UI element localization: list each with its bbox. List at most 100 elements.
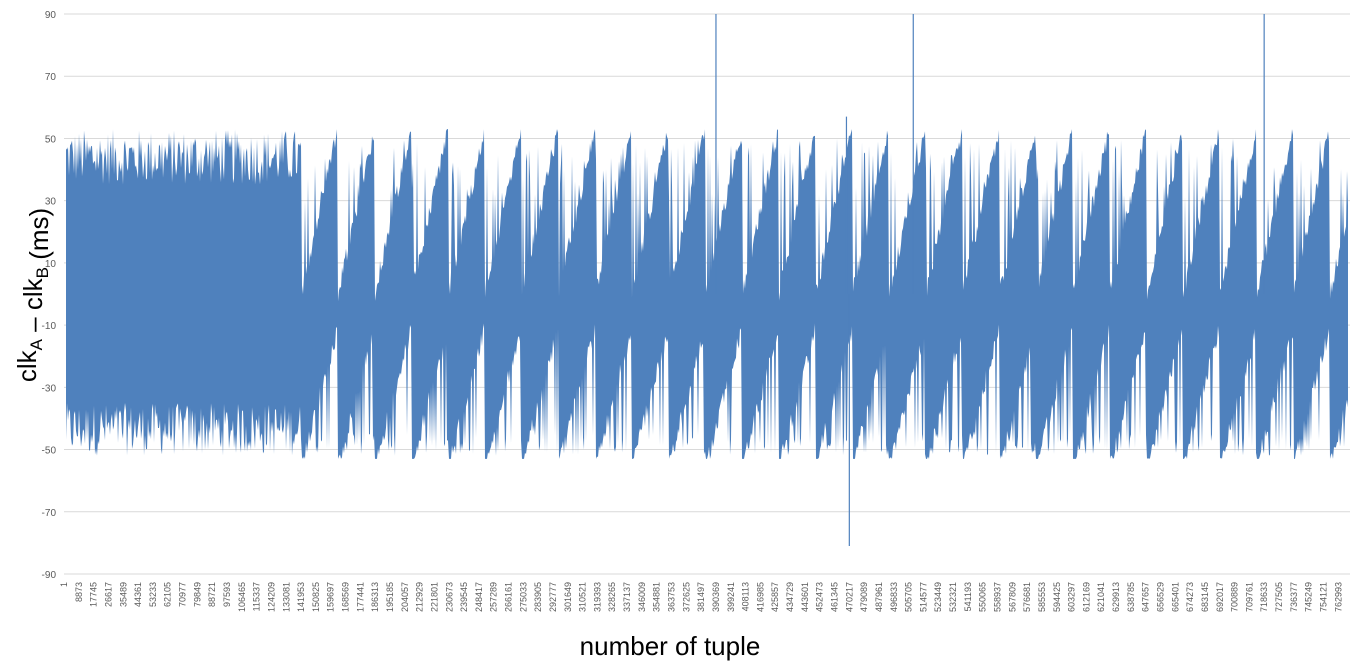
x-tick-label: 585553 — [1037, 582, 1047, 612]
x-tick-label: 221801 — [429, 582, 439, 612]
y-axis-title-subscript: B — [33, 267, 52, 278]
y-tick-label: -30 — [42, 383, 57, 394]
x-tick-label: 17745 — [89, 582, 99, 607]
x-tick-label: 718633 — [1259, 582, 1269, 612]
series-layer — [66, 14, 1348, 546]
x-tick-label: 550065 — [978, 582, 988, 612]
x-tick-label: 310521 — [578, 582, 588, 612]
x-tick-label: 736377 — [1289, 582, 1299, 612]
x-tick-label: 674273 — [1185, 582, 1195, 612]
y-axis-title: clkA – clkB (ms) — [12, 208, 54, 382]
x-tick-label: 195185 — [385, 582, 395, 612]
x-tick-label: 150825 — [311, 582, 321, 612]
x-tick-label: 363753 — [667, 582, 677, 612]
x-tick-label: 346009 — [637, 582, 647, 612]
x-tick-label: 230673 — [444, 582, 454, 612]
x-tick-label: 168569 — [341, 582, 351, 612]
x-tick-label: 44361 — [133, 582, 143, 607]
x-tick-label: 461345 — [830, 582, 840, 612]
y-tick-label: 50 — [45, 134, 57, 145]
y-axis-title-part: (ms) — [24, 208, 54, 267]
spikes — [715, 14, 1265, 546]
x-tick-label: 70977 — [178, 582, 188, 607]
x-tick-label: 408113 — [741, 582, 751, 611]
y-tick-label: 90 — [45, 10, 57, 21]
x-tick-label: 177441 — [355, 582, 365, 612]
x-tick-label: 425857 — [770, 582, 780, 612]
x-tick-label: 124209 — [266, 582, 276, 612]
x-tick-label: 115337 — [252, 582, 262, 611]
x-tick-label: 35489 — [118, 582, 128, 607]
y-axis-title-subscript: A — [27, 338, 46, 350]
x-tick-label: 505705 — [904, 582, 914, 612]
x-tick-label: 97593 — [222, 582, 232, 607]
x-tick-label: 248417 — [474, 582, 484, 612]
x-tick-label: 204057 — [400, 582, 410, 612]
x-tick-label: 354881 — [652, 582, 662, 612]
x-tick-label: 443601 — [800, 582, 810, 612]
y-tick-labels: -90 -70 -50 -30 -10 10 30 50 70 90 — [42, 10, 57, 581]
y-tick-label: -50 — [42, 446, 57, 457]
x-tick-label: 133081 — [281, 582, 291, 612]
x-tick-label: 541193 — [963, 582, 973, 611]
y-tick-label: -90 — [42, 570, 57, 581]
x-tick-label: 452473 — [815, 582, 825, 612]
x-tick-labels: 1 8873 17745 26617 35489 44361 53233 62105 70977… — [59, 582, 1343, 612]
y-tick-label: 70 — [45, 72, 57, 83]
x-tick-label: 186313 — [370, 582, 380, 612]
x-tick-label: 567809 — [1007, 582, 1017, 612]
x-tick-label: 79849 — [192, 582, 202, 607]
x-tick-label: 514577 — [918, 582, 928, 612]
x-tick-label: 53233 — [148, 582, 158, 607]
x-tick-label: 328265 — [607, 582, 617, 612]
x-tick-label: 612169 — [1081, 582, 1091, 612]
x-tick-label: 479089 — [859, 582, 869, 612]
x-tick-label: 754121 — [1318, 582, 1328, 612]
x-tick-label: 283905 — [533, 582, 543, 612]
x-tick-label: 683145 — [1200, 582, 1210, 612]
x-tick-label: 372625 — [681, 582, 691, 612]
x-tick-label: 381497 — [696, 582, 706, 612]
x-tick-label: 266161 — [504, 582, 514, 612]
y-tick-label: 10 — [45, 259, 57, 270]
y-tick-label: -10 — [42, 321, 57, 332]
x-tick-label: 257289 — [489, 582, 499, 612]
x-tick-label: 576681 — [1022, 582, 1032, 612]
x-tick-label: 399241 — [726, 582, 736, 612]
y-axis-title-part: – clk — [18, 277, 48, 339]
x-tick-label: 390369 — [711, 582, 721, 612]
x-tick-label: 603297 — [1067, 582, 1077, 612]
x-tick-label: 1 — [59, 582, 69, 587]
x-tick-label: 62105 — [163, 582, 173, 607]
x-tick-label: 594425 — [1052, 582, 1062, 612]
x-tick-label: 532321 — [948, 582, 958, 612]
x-tick-label: 487961 — [874, 582, 884, 612]
x-tick-label: 523449 — [933, 582, 943, 612]
x-tick-label: 26617 — [103, 582, 113, 607]
x-tick-label: 621041 — [1096, 582, 1106, 612]
x-tick-label: 239545 — [459, 582, 469, 612]
x-tick-label: 647657 — [1141, 582, 1151, 612]
x-tick-label: 709761 — [1244, 582, 1254, 612]
x-tick-label: 8873 — [74, 582, 84, 602]
x-tick-label: 558937 — [992, 582, 1002, 612]
y-tick-label: 30 — [45, 197, 57, 208]
x-tick-label: 727505 — [1274, 582, 1284, 612]
x-axis-title: number of tuple — [580, 631, 761, 661]
x-tick-label: 762993 — [1333, 582, 1343, 612]
x-tick-label: 275033 — [518, 582, 528, 612]
x-tick-label: 106465 — [237, 582, 247, 612]
x-tick-label: 141953 — [296, 582, 306, 612]
x-tick-label: 292777 — [548, 582, 558, 612]
x-tick-label: 656529 — [1155, 582, 1165, 612]
x-tick-label: 638785 — [1126, 582, 1136, 612]
x-tick-label: 212929 — [415, 582, 425, 612]
x-tick-label: 700889 — [1230, 582, 1240, 612]
x-tick-label: 665401 — [1170, 582, 1180, 612]
x-tick-label: 159697 — [326, 582, 336, 612]
x-tick-label: 745249 — [1304, 582, 1314, 612]
x-tick-label: 337137 — [622, 582, 632, 612]
x-tick-label: 692017 — [1215, 582, 1225, 612]
series-area — [66, 129, 1348, 459]
